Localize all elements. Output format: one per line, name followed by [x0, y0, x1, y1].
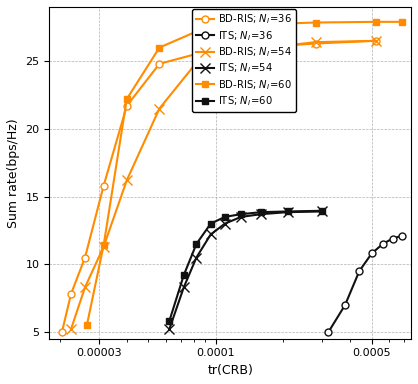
ITS; $N_I\!=\!36$: [399, 233, 404, 238]
BD-RIS; $N_I\!=\!36$: [82, 255, 87, 260]
ITS; $N_I\!=\!60$: [222, 215, 227, 219]
BD-RIS; $N_I\!=\!54$: [101, 244, 106, 249]
ITS; $N_I\!=\!54$: [222, 221, 227, 226]
BD-RIS; $N_I\!=\!54$: [197, 56, 202, 61]
ITS; $N_I\!=\!36$: [369, 251, 374, 256]
BD-RIS; $N_I\!=\!54$: [69, 327, 74, 332]
BD-RIS; $N_I\!=\!36$: [373, 38, 378, 43]
BD-RIS; $N_I\!=\!54$: [124, 178, 129, 183]
BD-RIS; $N_I\!=\!36$: [157, 61, 162, 66]
ITS; $N_I\!=\!36$: [357, 269, 362, 273]
ITS; $N_I\!=\!60$: [208, 221, 213, 226]
Line: BD-RIS; $N_I\!=\!60$: BD-RIS; $N_I\!=\!60$: [83, 18, 405, 329]
ITS; $N_I\!=\!54$: [259, 212, 264, 217]
ITS; $N_I\!=\!60$: [181, 273, 186, 277]
BD-RIS; $N_I\!=\!60$: [399, 20, 404, 24]
ITS; $N_I\!=\!36$: [390, 236, 395, 241]
ITS; $N_I\!=\!60$: [320, 209, 325, 213]
BD-RIS; $N_I\!=\!60$: [101, 243, 106, 248]
ITS; $N_I\!=\!60$: [194, 242, 199, 246]
BD-RIS; $N_I\!=\!54$: [373, 38, 378, 43]
BD-RIS; $N_I\!=\!36$: [124, 104, 129, 108]
ITS; $N_I\!=\!54$: [181, 285, 186, 290]
BD-RIS; $N_I\!=\!36$: [101, 184, 106, 188]
X-axis label: tr(CRB): tr(CRB): [207, 364, 253, 377]
BD-RIS; $N_I\!=\!36$: [197, 51, 202, 55]
ITS; $N_I\!=\!54$: [239, 215, 244, 219]
BD-RIS; $N_I\!=\!60$: [313, 20, 318, 25]
BD-RIS; $N_I\!=\!36$: [252, 45, 257, 50]
ITS; $N_I\!=\!60$: [259, 210, 264, 214]
Line: BD-RIS; $N_I\!=\!36$: BD-RIS; $N_I\!=\!36$: [59, 37, 379, 336]
ITS; $N_I\!=\!36$: [343, 303, 348, 307]
ITS; $N_I\!=\!36$: [326, 330, 331, 334]
BD-RIS; $N_I\!=\!60$: [252, 22, 257, 27]
BD-RIS; $N_I\!=\!60$: [157, 45, 162, 50]
BD-RIS; $N_I\!=\!60$: [373, 20, 378, 24]
ITS; $N_I\!=\!54$: [320, 209, 325, 214]
BD-RIS; $N_I\!=\!54$: [82, 285, 87, 290]
Y-axis label: Sum rate(bps/Hz): Sum rate(bps/Hz): [7, 118, 20, 228]
BD-RIS; $N_I\!=\!54$: [313, 40, 318, 45]
BD-RIS; $N_I\!=\!60$: [84, 323, 89, 328]
Line: ITS; $N_I\!=\!36$: ITS; $N_I\!=\!36$: [325, 232, 405, 336]
ITS; $N_I\!=\!54$: [194, 255, 199, 260]
BD-RIS; $N_I\!=\!36$: [313, 41, 318, 46]
Line: ITS; $N_I\!=\!60$: ITS; $N_I\!=\!60$: [166, 207, 326, 324]
ITS; $N_I\!=\!54$: [285, 210, 290, 214]
BD-RIS; $N_I\!=\!54$: [157, 106, 162, 111]
BD-RIS; $N_I\!=\!36$: [59, 330, 64, 334]
BD-RIS; $N_I\!=\!60$: [124, 97, 129, 101]
ITS; $N_I\!=\!36$: [380, 242, 385, 246]
Line: ITS; $N_I\!=\!54$: ITS; $N_I\!=\!54$: [164, 207, 327, 334]
Legend: BD-RIS; $N_I\!=\!36$, ITS; $N_I\!=\!36$, BD-RIS; $N_I\!=\!54$, ITS; $N_I\!=\!54$: BD-RIS; $N_I\!=\!36$, ITS; $N_I\!=\!36$,…: [192, 8, 296, 112]
BD-RIS; $N_I\!=\!60$: [197, 28, 202, 32]
ITS; $N_I\!=\!60$: [239, 212, 244, 217]
BD-RIS; $N_I\!=\!36$: [69, 292, 74, 296]
BD-RIS; $N_I\!=\!54$: [252, 46, 257, 51]
ITS; $N_I\!=\!60$: [285, 209, 290, 214]
ITS; $N_I\!=\!60$: [167, 319, 172, 323]
ITS; $N_I\!=\!54$: [208, 232, 213, 237]
ITS; $N_I\!=\!54$: [167, 327, 172, 332]
Line: BD-RIS; $N_I\!=\!54$: BD-RIS; $N_I\!=\!54$: [66, 36, 380, 334]
